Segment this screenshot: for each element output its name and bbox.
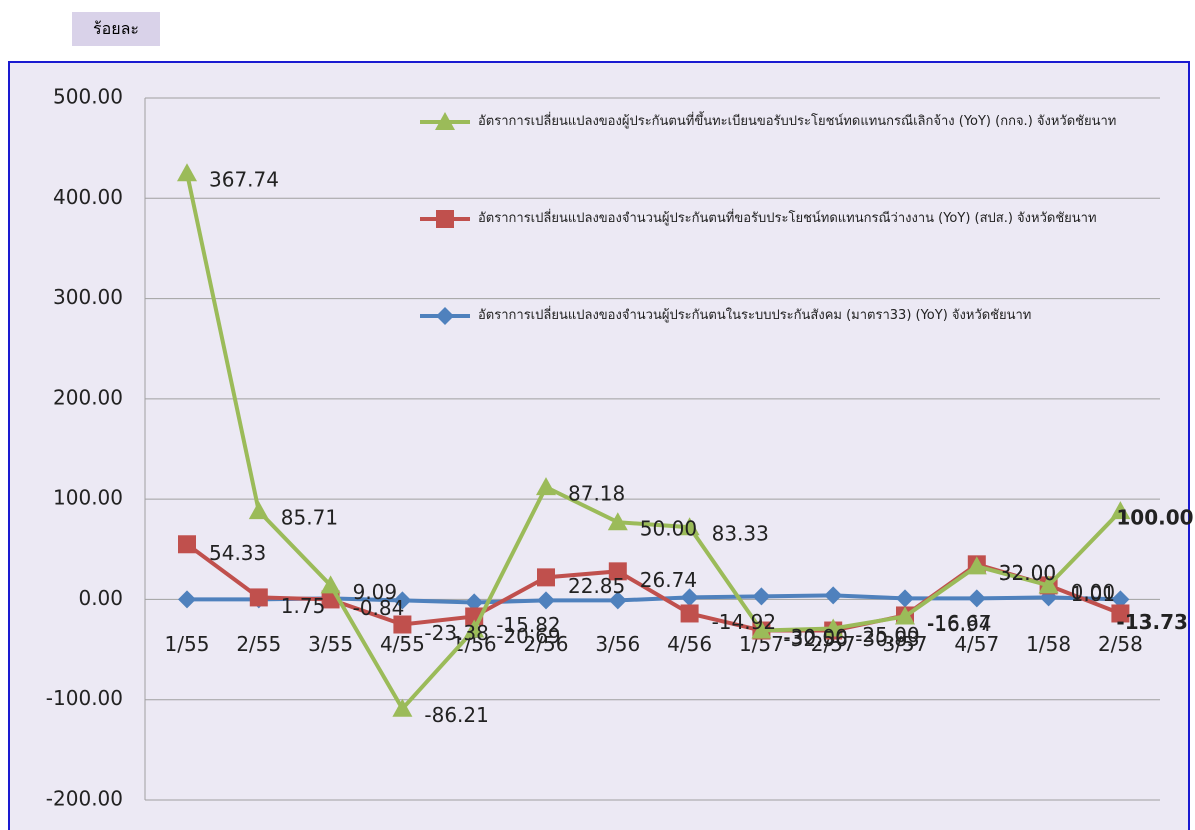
marker: [608, 591, 627, 610]
y-tick-label: 500.00: [53, 85, 123, 109]
y-tick-label: 100.00: [53, 486, 123, 510]
marker: [436, 210, 454, 228]
data-label: 1.75: [281, 594, 326, 618]
data-label: 32.00: [999, 561, 1056, 585]
data-label: 32.00: [999, 561, 1056, 585]
marker: [178, 535, 196, 554]
marker: [895, 606, 915, 625]
data-label: -15.82: [496, 613, 560, 637]
y-tick-label: -100.00: [46, 686, 123, 710]
x-tick-label: 2/58: [1098, 632, 1143, 656]
y-tick-label: 300.00: [53, 285, 123, 309]
marker: [435, 112, 455, 130]
legend-entry: อัตราการเปลี่ยนแปลงของจำนวนผู้ประกันตนที…: [478, 211, 1097, 226]
data-label: 54.33: [209, 541, 266, 565]
y-tick-label: 0.00: [78, 586, 123, 610]
marker: [752, 587, 771, 606]
marker: [537, 568, 555, 587]
x-tick-label: 3/57: [883, 632, 928, 656]
data-label: -16.67: [927, 611, 991, 635]
data-label: -30.83: [855, 627, 919, 651]
marker: [248, 501, 269, 520]
data-label: 87.18: [568, 482, 625, 506]
data-label: 85.71: [281, 506, 338, 530]
marker: [1111, 590, 1130, 609]
marker: [608, 562, 627, 581]
x-tick-label: 1/58: [1026, 632, 1071, 656]
data-label: 9.09: [353, 580, 398, 604]
x-tick-label: 2/56: [524, 632, 569, 656]
series-line: [185, 172, 1122, 713]
marker: [178, 590, 196, 609]
x-tick-label: 3/55: [308, 632, 353, 656]
marker: [824, 586, 843, 605]
marker: [1038, 575, 1059, 594]
marker: [249, 588, 268, 607]
marker: [823, 618, 844, 637]
marker: [393, 615, 412, 634]
data-label: -23.38: [424, 621, 488, 645]
data-label: 26.74: [640, 568, 697, 592]
marker: [1110, 501, 1131, 520]
data-label: 83.33: [712, 522, 769, 546]
data-label: 100.00: [1116, 506, 1193, 530]
marker: [392, 698, 413, 717]
y-tick-label: 200.00: [53, 385, 123, 409]
marker: [320, 575, 341, 594]
marker: [536, 477, 556, 496]
marker: [464, 619, 485, 638]
data-label: 22.85: [568, 574, 625, 598]
series-line: [187, 593, 1121, 605]
x-tick-label: 4/57: [954, 632, 999, 656]
x-tick-label: 2/55: [236, 632, 281, 656]
marker: [393, 591, 412, 610]
data-label: -16.94: [927, 612, 991, 636]
data-label: 50.00: [640, 517, 697, 541]
data-label: -25.00: [855, 623, 919, 647]
y-tick-label: -200.00: [46, 787, 123, 811]
data-label: -0.84: [353, 596, 405, 620]
data-label: -30.00: [783, 625, 847, 649]
data-label: -86.21: [424, 703, 488, 727]
marker: [1111, 604, 1130, 623]
marker: [966, 556, 987, 575]
x-tick-label: 1/55: [165, 632, 210, 656]
marker: [537, 591, 555, 610]
data-label: -13.73: [1116, 610, 1188, 634]
x-tick-label: 4/56: [667, 632, 712, 656]
x-tick-label: 4/55: [380, 632, 425, 656]
legend-entry: อัตราการเปลี่ยนแปลงของผู้ประกันตนที่ขึ้น…: [478, 114, 1117, 129]
marker: [679, 517, 700, 536]
data-label: -20.69: [496, 624, 560, 648]
data-label: -32.56: [783, 627, 847, 651]
marker: [751, 620, 772, 639]
legend-entry: อัตราการเปลี่ยนแปลงของจำนวนผู้ประกันตนใน…: [478, 308, 1032, 323]
data-label: -14.92: [712, 610, 776, 634]
data-label: 0.00: [1071, 580, 1116, 604]
marker: [607, 512, 628, 531]
data-label: 367.74: [209, 168, 279, 192]
y-tick-label: 400.00: [53, 185, 123, 209]
marker: [896, 589, 914, 608]
chart-frame: [8, 61, 1190, 830]
marker: [436, 307, 454, 325]
marker: [967, 589, 986, 608]
data-label: 1.01: [1071, 582, 1116, 606]
x-tick-label: 3/56: [595, 632, 640, 656]
marker: [465, 593, 484, 612]
marker: [680, 604, 699, 623]
marker: [177, 163, 197, 182]
marker: [680, 588, 699, 607]
y-axis-label: ร้อยละ: [72, 12, 160, 46]
